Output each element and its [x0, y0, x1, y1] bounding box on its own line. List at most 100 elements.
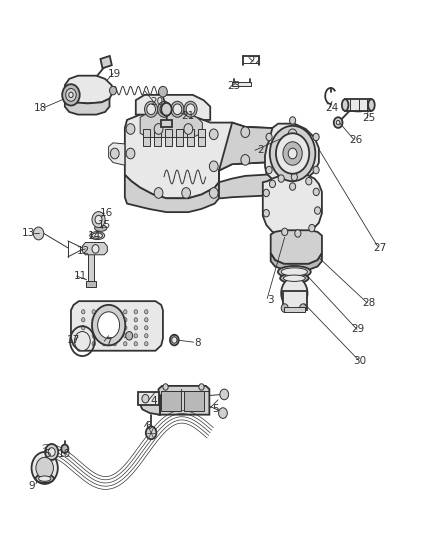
- Bar: [138, 392, 159, 405]
- Circle shape: [288, 148, 297, 159]
- Text: 16: 16: [99, 208, 113, 218]
- Circle shape: [263, 189, 269, 197]
- Circle shape: [283, 142, 302, 165]
- Circle shape: [288, 129, 297, 140]
- Ellipse shape: [92, 233, 102, 238]
- Circle shape: [209, 161, 218, 172]
- Circle shape: [199, 384, 204, 390]
- Circle shape: [146, 426, 156, 439]
- Text: 12: 12: [77, 246, 90, 255]
- Circle shape: [126, 332, 133, 340]
- Circle shape: [290, 183, 296, 190]
- Bar: [284, 307, 305, 312]
- Circle shape: [126, 124, 135, 134]
- Text: 13: 13: [22, 229, 35, 238]
- Ellipse shape: [281, 268, 307, 276]
- Text: 25: 25: [362, 114, 375, 123]
- Circle shape: [102, 310, 106, 314]
- Ellipse shape: [342, 99, 349, 111]
- Text: 5: 5: [212, 404, 219, 414]
- Circle shape: [145, 318, 148, 322]
- Circle shape: [173, 104, 182, 115]
- Circle shape: [145, 334, 148, 338]
- Circle shape: [278, 175, 284, 182]
- Circle shape: [334, 117, 343, 128]
- Text: 10: 10: [58, 449, 71, 459]
- Circle shape: [309, 224, 315, 232]
- Circle shape: [158, 101, 171, 117]
- Circle shape: [295, 230, 301, 237]
- Text: 15: 15: [98, 220, 111, 230]
- Circle shape: [313, 166, 319, 174]
- Bar: [86, 281, 96, 287]
- Polygon shape: [139, 395, 160, 415]
- Circle shape: [61, 445, 68, 453]
- Ellipse shape: [345, 100, 372, 111]
- Bar: [187, 129, 194, 138]
- Text: 28: 28: [362, 298, 375, 308]
- Ellipse shape: [95, 225, 107, 231]
- Circle shape: [313, 133, 319, 141]
- Bar: [176, 137, 183, 146]
- Circle shape: [184, 124, 193, 134]
- Circle shape: [290, 117, 296, 124]
- Bar: [345, 99, 371, 111]
- Circle shape: [113, 342, 117, 346]
- Circle shape: [145, 326, 148, 330]
- Circle shape: [113, 334, 117, 338]
- Circle shape: [266, 166, 272, 174]
- Bar: [100, 56, 112, 68]
- Polygon shape: [71, 301, 163, 351]
- Circle shape: [92, 318, 95, 322]
- Bar: [88, 245, 94, 284]
- Circle shape: [134, 334, 138, 338]
- Bar: [184, 391, 204, 411]
- Circle shape: [113, 326, 117, 330]
- Bar: [176, 129, 183, 138]
- Bar: [198, 137, 205, 146]
- Circle shape: [300, 304, 307, 312]
- Text: 4: 4: [150, 396, 157, 406]
- Circle shape: [263, 209, 269, 217]
- Circle shape: [124, 326, 127, 330]
- Polygon shape: [159, 386, 209, 415]
- Circle shape: [45, 444, 58, 460]
- Circle shape: [134, 326, 138, 330]
- Circle shape: [81, 334, 85, 338]
- Circle shape: [102, 342, 106, 346]
- Circle shape: [209, 188, 218, 198]
- Bar: [232, 82, 251, 86]
- Circle shape: [81, 310, 85, 314]
- Text: 14: 14: [88, 231, 101, 240]
- Polygon shape: [263, 173, 322, 236]
- Text: 5: 5: [44, 449, 51, 459]
- Text: 22: 22: [248, 56, 261, 66]
- Bar: [187, 137, 194, 146]
- Circle shape: [288, 148, 297, 159]
- Ellipse shape: [278, 266, 311, 278]
- Bar: [154, 137, 161, 146]
- Circle shape: [145, 101, 158, 117]
- Bar: [283, 291, 307, 310]
- Polygon shape: [109, 143, 125, 165]
- Circle shape: [110, 86, 117, 95]
- Circle shape: [266, 133, 272, 141]
- Circle shape: [186, 104, 195, 115]
- Text: 11: 11: [74, 271, 87, 281]
- Text: 17: 17: [67, 335, 80, 344]
- Polygon shape: [219, 123, 297, 198]
- Ellipse shape: [368, 99, 374, 111]
- Circle shape: [163, 384, 168, 390]
- Circle shape: [314, 207, 321, 214]
- Circle shape: [33, 227, 44, 240]
- Ellipse shape: [283, 275, 305, 281]
- Circle shape: [81, 342, 85, 346]
- Text: 7: 7: [105, 337, 112, 347]
- Bar: [198, 129, 205, 138]
- Text: 27: 27: [374, 243, 387, 253]
- Circle shape: [184, 101, 197, 117]
- Bar: [154, 129, 161, 138]
- Polygon shape: [82, 243, 107, 255]
- Circle shape: [69, 92, 73, 98]
- Ellipse shape: [39, 476, 51, 481]
